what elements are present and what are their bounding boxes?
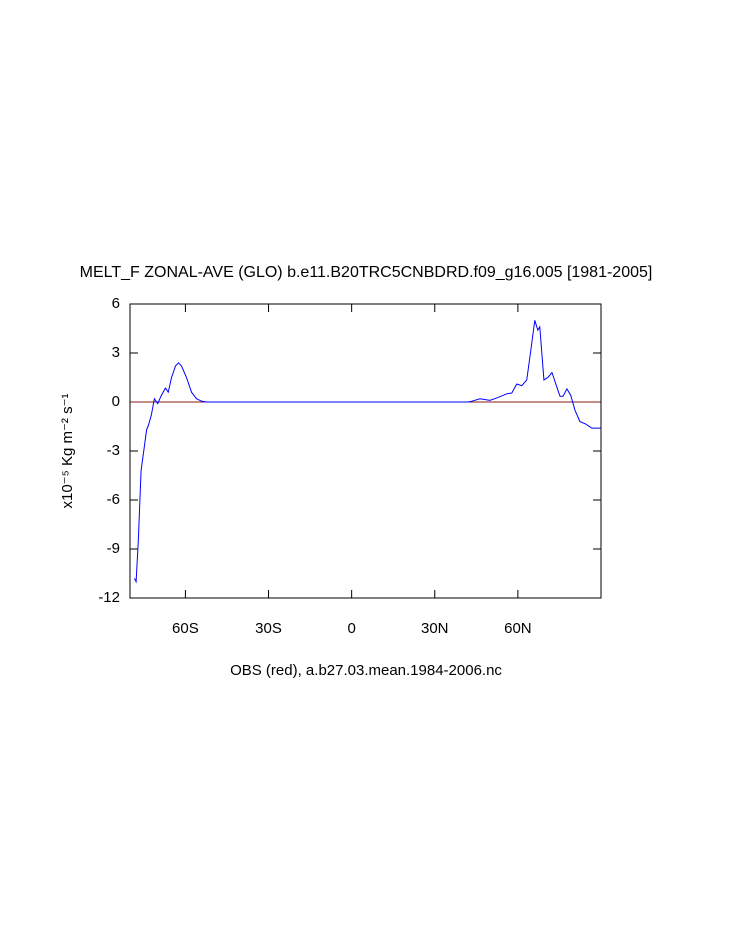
x-tick-label: 30N <box>421 620 449 637</box>
y-tick-label: -3 <box>107 442 120 459</box>
x-tick-label: 60S <box>172 620 199 637</box>
plot-frame <box>129 303 602 599</box>
y-tick-label: 3 <box>112 344 120 361</box>
x-tick-label: 0 <box>347 620 355 637</box>
x-tick-label: 60N <box>504 620 532 637</box>
y-axis-label: x10⁻⁵ Kg m⁻² s⁻¹ <box>59 394 76 509</box>
x-axis-label: OBS (red), a.b27.03.mean.1984-2006.nc <box>230 662 502 679</box>
x-tick-label: 30S <box>255 620 282 637</box>
y-tick-label: -12 <box>98 589 120 606</box>
y-tick-label: 6 <box>112 295 120 312</box>
y-tick-label: -9 <box>107 540 120 557</box>
y-tick-label: 0 <box>112 393 120 410</box>
chart-title: MELT_F ZONAL-AVE (GLO) b.e11.B20TRC5CNBD… <box>80 264 653 281</box>
data-line <box>133 320 601 584</box>
y-tick-label: -6 <box>107 491 120 508</box>
